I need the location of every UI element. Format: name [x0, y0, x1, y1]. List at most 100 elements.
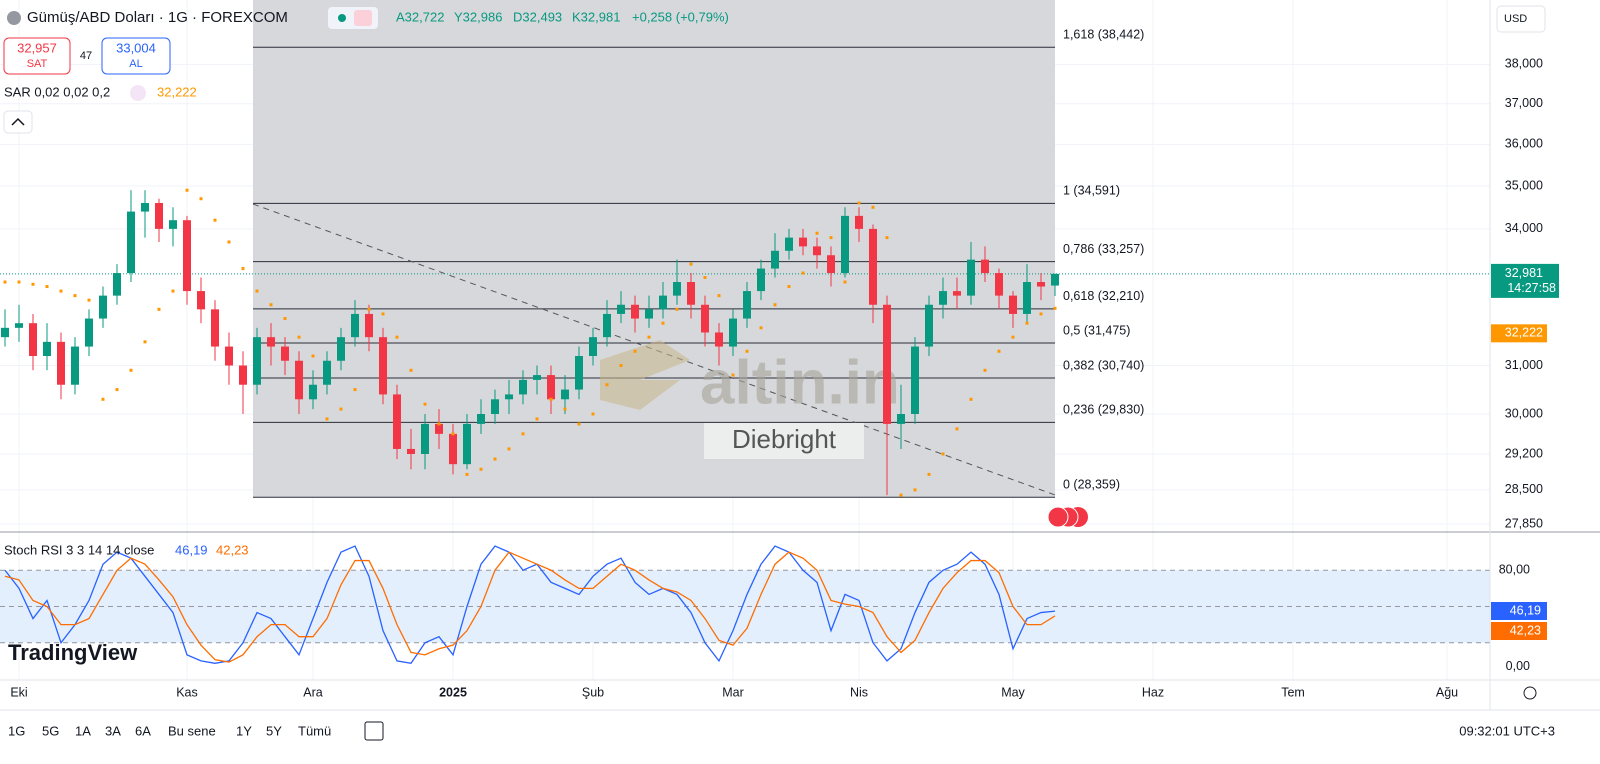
candle-body — [253, 337, 261, 385]
sar-dot — [647, 335, 651, 339]
event-flags — [1047, 506, 1088, 528]
sar-dot — [759, 326, 763, 330]
sar-dot — [45, 285, 49, 289]
stoch-title: Stoch RSI 3 3 14 14 close — [4, 542, 154, 557]
candle-body — [449, 433, 457, 465]
candle-body — [211, 309, 219, 347]
sar-dot — [1039, 312, 1043, 316]
sar-dot — [381, 312, 385, 316]
candle-body — [771, 250, 779, 269]
sar-dot — [129, 368, 133, 372]
range-button[interactable]: 6A — [135, 723, 151, 738]
sar-dot — [395, 335, 399, 339]
candle-body — [547, 375, 555, 400]
range-button[interactable]: 1Y — [236, 723, 252, 738]
candle-body — [99, 295, 107, 319]
sar-dot — [325, 417, 329, 421]
candle-body — [323, 360, 331, 385]
y-tick-label: 31,000 — [1505, 358, 1543, 372]
sar-dot — [731, 373, 735, 377]
sell-price: 32,957 — [17, 40, 57, 55]
candle-body — [631, 304, 639, 319]
candle-body — [1, 327, 9, 338]
range-button[interactable]: Tümü — [298, 723, 331, 738]
range-button[interactable]: Bu sene — [168, 723, 216, 738]
candle-body — [71, 346, 79, 385]
ohlc-open: A32,722 — [396, 9, 444, 24]
sar-dot — [227, 240, 231, 244]
sar-dot — [101, 397, 105, 401]
sar-dot — [633, 349, 637, 353]
collapse-button[interactable] — [3, 110, 33, 134]
candle-body — [309, 384, 317, 400]
range-button[interactable]: 3A — [105, 723, 121, 738]
candle-body — [561, 389, 569, 400]
sell-button[interactable] — [3, 37, 71, 75]
candle-body — [953, 291, 961, 296]
sar-dot — [871, 205, 875, 209]
sar-dot — [143, 340, 147, 344]
ohlc-close: K32,981 — [572, 9, 620, 24]
candle-body — [701, 304, 709, 333]
sar-dot — [927, 472, 931, 476]
sar-dot — [787, 285, 791, 289]
sar-dot — [339, 407, 343, 411]
indicator-icon — [130, 85, 146, 101]
sell-label: SAT — [27, 58, 48, 70]
sar-dot — [703, 276, 707, 280]
sar-dot — [409, 368, 413, 372]
candle-body — [155, 203, 163, 229]
fib-zone — [253, 0, 1055, 498]
sar-dot — [535, 417, 539, 421]
sar-dot — [815, 231, 819, 235]
sar-dot — [451, 432, 455, 436]
stoch-value-tag — [1491, 602, 1547, 620]
date-range-icon[interactable] — [364, 721, 384, 741]
sar-dot — [73, 294, 77, 298]
candle-body — [827, 255, 835, 274]
candle-body — [519, 379, 527, 395]
ohlc-high: Y32,986 — [454, 9, 502, 24]
sar-dot — [465, 472, 469, 476]
range-button[interactable]: 5G — [42, 723, 59, 738]
range-button[interactable]: 1G — [8, 723, 25, 738]
sar-dot — [1053, 306, 1057, 310]
indicator-legend: SAR 0,02 0,02 0,2 — [4, 84, 110, 99]
y-tick-label: 28,500 — [1505, 482, 1543, 496]
candle-body — [841, 215, 849, 274]
sar-dot — [115, 388, 119, 392]
candle-body — [925, 304, 933, 347]
range-button[interactable]: 1A — [75, 723, 91, 738]
sar-dot — [885, 236, 889, 240]
fib-label: 0,382 (30,740) — [1063, 358, 1144, 372]
spread: 47 — [80, 50, 92, 62]
countdown: 14:27:58 — [1507, 281, 1556, 295]
sar-dot — [1011, 335, 1015, 339]
settings-icon[interactable] — [1523, 686, 1537, 700]
candle-body — [883, 304, 891, 424]
sar-dot — [297, 335, 301, 339]
fib-label: 1,618 (38,442) — [1063, 28, 1144, 42]
stoch-line — [4, 551, 1056, 663]
candle-body — [743, 291, 751, 319]
candle-body — [141, 203, 149, 212]
currency-button[interactable] — [1496, 5, 1546, 33]
candle-body — [869, 228, 877, 305]
watermark-author: Diebright — [732, 424, 837, 454]
candle-body — [505, 394, 513, 400]
sar-dot — [507, 447, 511, 451]
sar-dot — [857, 201, 861, 205]
stoch-value-tag — [1491, 622, 1547, 640]
sar-dot — [311, 354, 315, 358]
candle-body — [575, 356, 583, 390]
candle-body — [799, 237, 807, 247]
candle-body — [715, 332, 723, 347]
candle-body — [967, 259, 975, 296]
x-tick-label: Şub — [582, 685, 604, 699]
candle-body — [463, 423, 471, 465]
buy-button[interactable] — [101, 37, 171, 75]
candle-body — [897, 414, 905, 424]
candle-body — [379, 337, 387, 395]
range-button[interactable]: 5Y — [266, 723, 282, 738]
